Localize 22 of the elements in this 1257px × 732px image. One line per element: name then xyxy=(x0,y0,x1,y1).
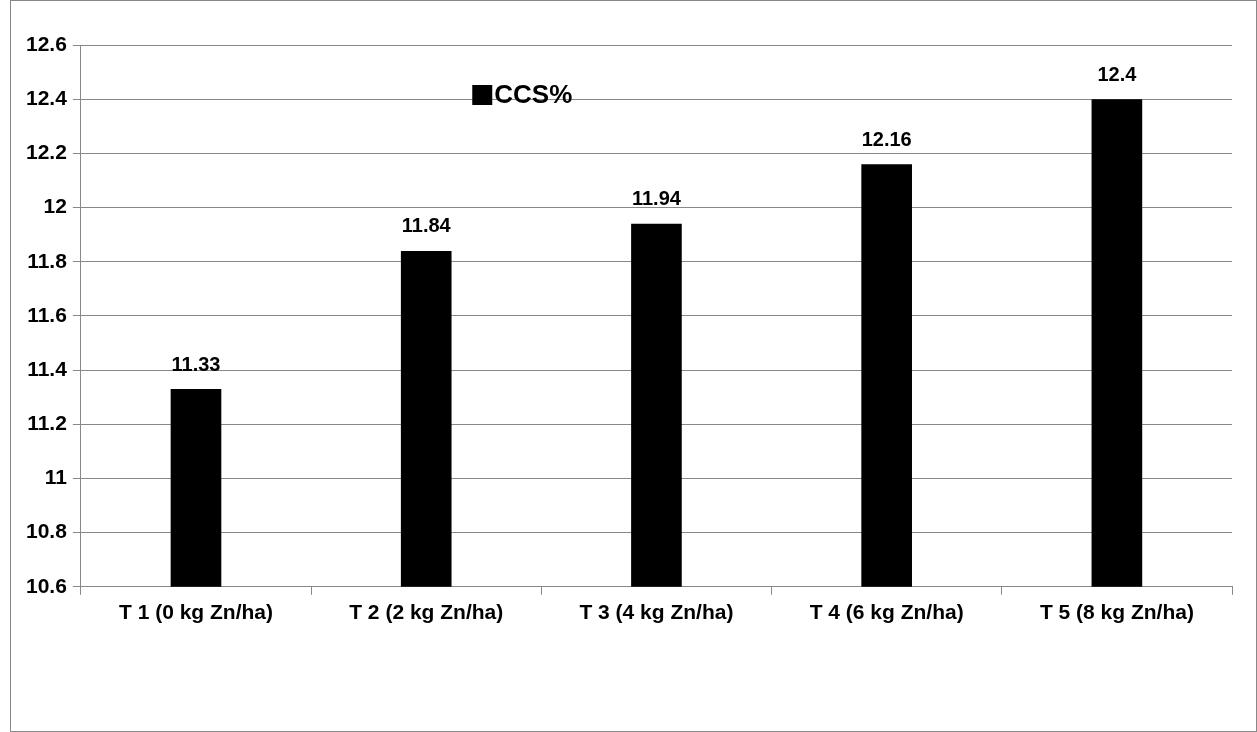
x-tick-label: T 1 (0 kg Zn/ha) xyxy=(118,600,273,624)
legend-label: CCS% xyxy=(494,79,573,110)
data-label: 11.84 xyxy=(401,214,452,237)
x-tick-label: T 3 (4 kg Zn/ha) xyxy=(579,600,734,624)
data-label: 12.16 xyxy=(861,127,912,150)
y-tick-label: 10.8 xyxy=(26,519,68,543)
y-tick-label: 11.4 xyxy=(27,356,68,380)
data-label: 11.94 xyxy=(631,187,682,210)
y-tick-label: 12 xyxy=(43,194,67,218)
x-tick-label: T 4 (6 kg Zn/ha) xyxy=(809,600,964,624)
y-tick-label: 11 xyxy=(44,465,68,489)
y-tick-label: 11.8 xyxy=(27,248,68,272)
y-tick-label: 12.4 xyxy=(26,85,68,109)
y-tick-label: 12.2 xyxy=(26,140,67,164)
data-label: 11.33 xyxy=(171,352,221,375)
y-tick-label: 12.6 xyxy=(26,31,67,55)
y-tick-label: 11.6 xyxy=(27,302,67,326)
y-tick-label: 11.2 xyxy=(27,411,67,435)
x-tick-label: T 5 (8 kg Zn/ha) xyxy=(1039,600,1194,624)
data-label: 12.4 xyxy=(1097,62,1138,85)
x-tick-label: T 2 (2 kg Zn/ha) xyxy=(349,600,504,624)
y-tick-label: 10.6 xyxy=(26,573,67,597)
